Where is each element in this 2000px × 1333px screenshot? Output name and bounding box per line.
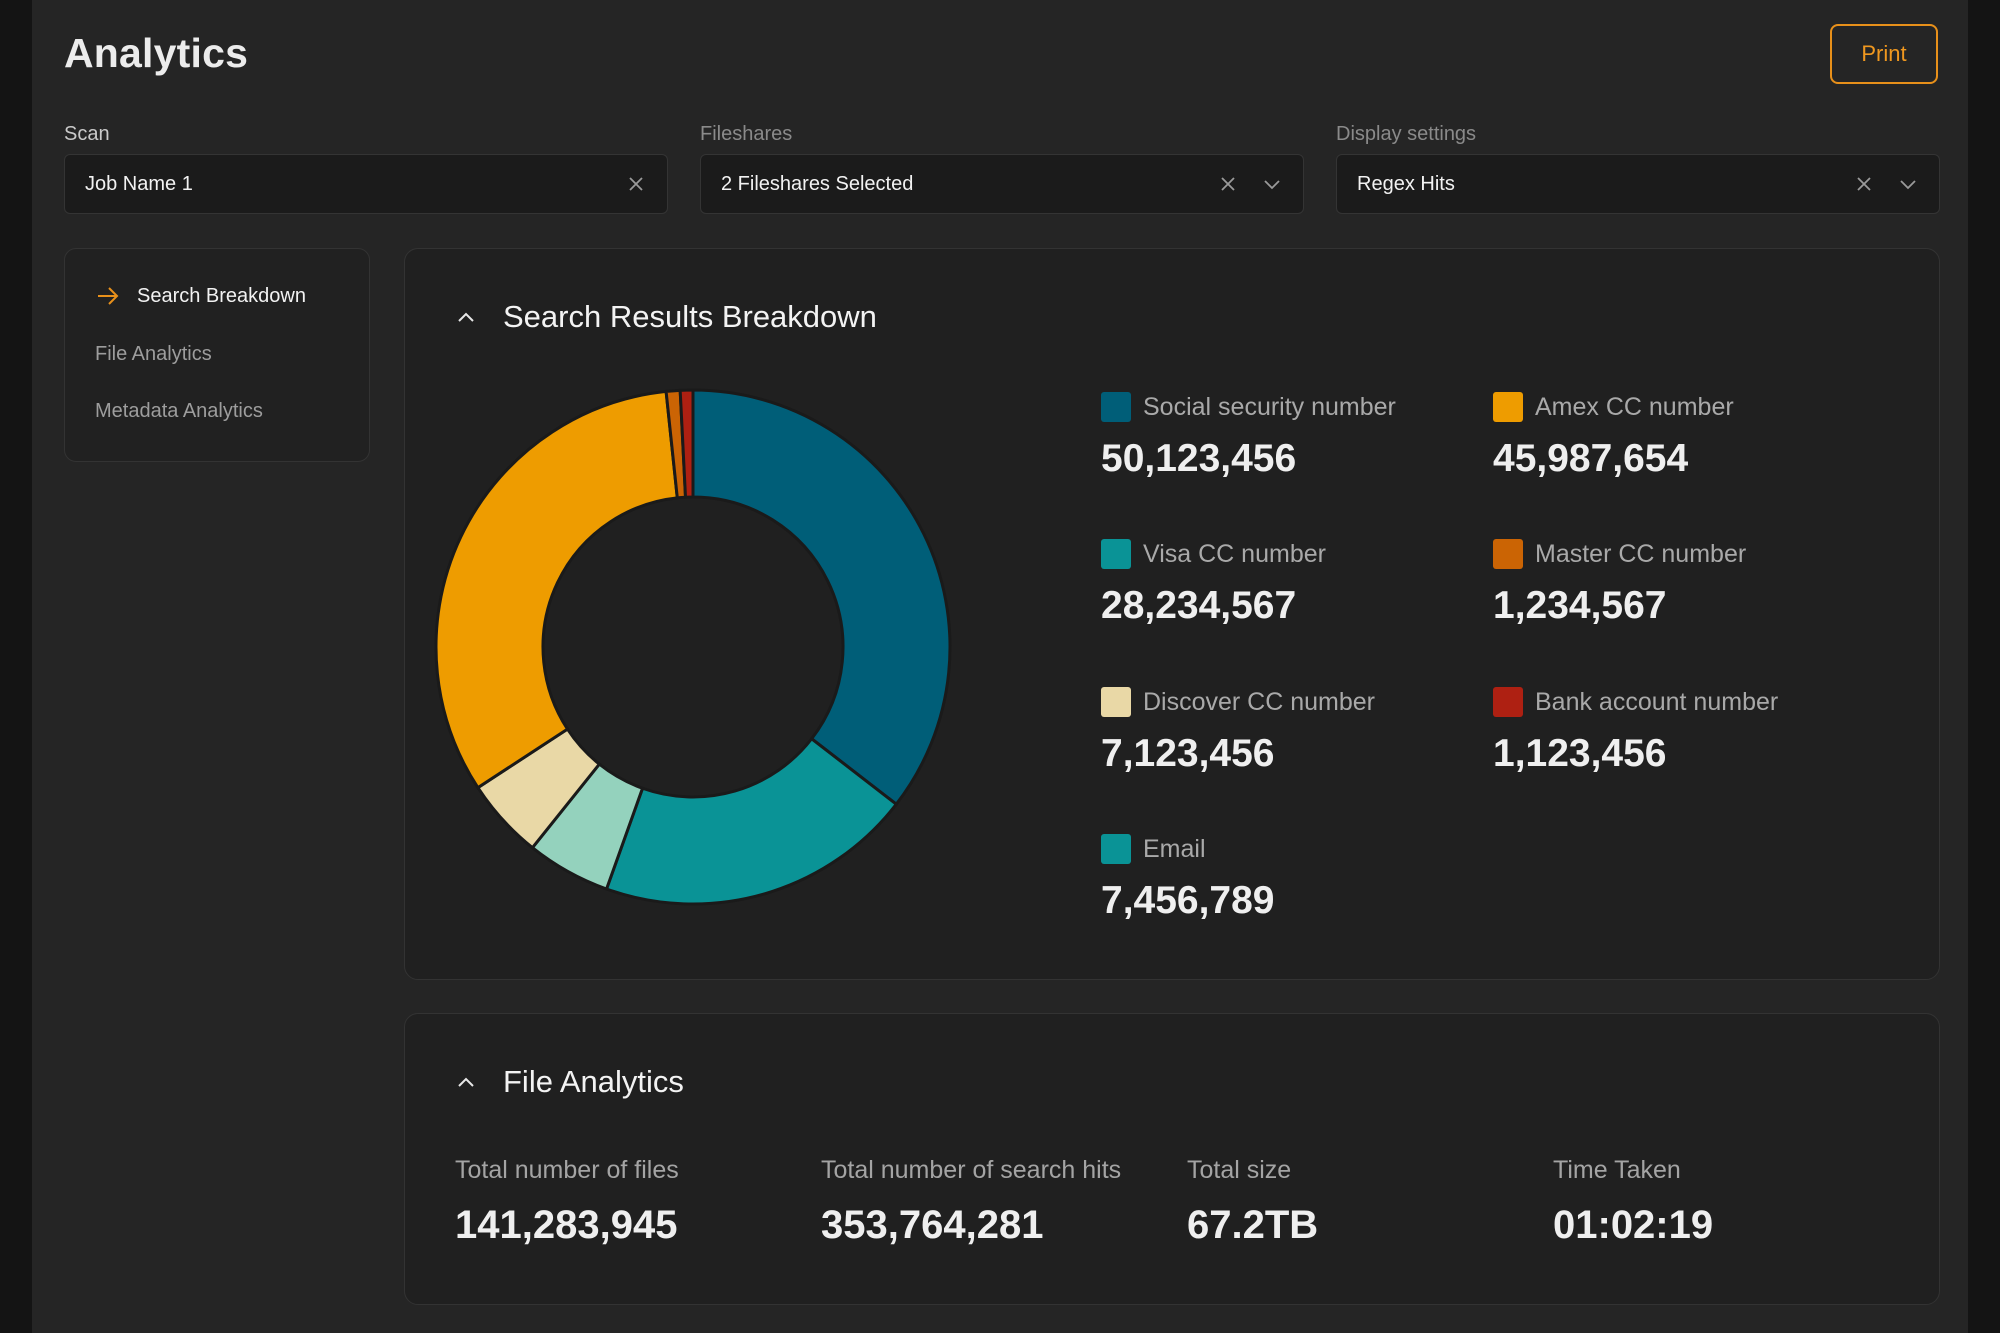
donut-slice-social-security-number[interactable] <box>691 388 952 807</box>
legend-swatch <box>1493 392 1523 422</box>
stat-total-size: Total size 67.2TB <box>1187 1156 1318 1248</box>
legend-label: Amex CC number <box>1535 392 1734 421</box>
section-nav: Search Breakdown File Analytics Metadata… <box>64 248 370 462</box>
scan-label: Scan <box>64 123 110 145</box>
legend-value: 1,234,567 <box>1493 584 1667 627</box>
stat-label: Time Taken <box>1553 1156 1681 1184</box>
legend-swatch <box>1101 834 1131 864</box>
legend-swatch <box>1101 539 1131 569</box>
fileshares-label: Fileshares <box>700 123 793 145</box>
page-title: Analytics <box>64 30 249 76</box>
legend-label: Bank account number <box>1535 687 1779 716</box>
chevron-down-icon[interactable] <box>1261 173 1283 195</box>
nav-item-label: Search Breakdown <box>137 285 306 307</box>
stat-label: Total number of search hits <box>821 1156 1122 1184</box>
app-window: Analytics Print Scan Job Name 1 Fileshar… <box>32 0 1968 1333</box>
legend-swatch <box>1493 687 1523 717</box>
legend-item: Discover CC number 7,123,456 <box>1101 686 1481 776</box>
legend-label: Discover CC number <box>1143 687 1376 716</box>
legend-value: 7,123,456 <box>1101 732 1275 775</box>
search-breakdown-header[interactable]: Search Results Breakdown <box>455 299 877 335</box>
stat-label: Total number of files <box>455 1156 679 1184</box>
legend-value: 1,123,456 <box>1493 732 1667 775</box>
clear-icon[interactable] <box>1853 173 1875 195</box>
chevron-down-icon[interactable] <box>1897 173 1919 195</box>
display-settings-value: Regex Hits <box>1357 172 1455 195</box>
legend-value: 45,987,654 <box>1493 437 1689 480</box>
legend-label: Master CC number <box>1535 539 1747 568</box>
fileshares-filter: Fileshares 2 Fileshares Selected <box>700 120 1304 214</box>
stat-label: Total size <box>1187 1156 1292 1184</box>
chevron-up-icon[interactable] <box>455 306 477 328</box>
legend-value: 28,234,567 <box>1101 584 1297 627</box>
legend-label: Email <box>1143 834 1206 863</box>
legend-swatch <box>1101 687 1131 717</box>
search-breakdown-card: Search Results Breakdown Social security… <box>404 248 1940 980</box>
stat-total-files: Total number of files 141,283,945 <box>455 1156 679 1248</box>
fileshares-select[interactable]: 2 Fileshares Selected <box>700 154 1304 214</box>
stat-value: 67.2TB <box>1187 1203 1319 1247</box>
arrow-right-icon <box>98 287 119 305</box>
nav-item-label: Metadata Analytics <box>95 400 263 422</box>
legend-value: 50,123,456 <box>1101 437 1297 480</box>
clear-icon[interactable] <box>625 173 647 195</box>
scan-filter: Scan Job Name 1 <box>64 120 668 214</box>
legend-swatch <box>1493 539 1523 569</box>
legend-item: Bank account number 1,123,456 <box>1493 686 1873 776</box>
file-analytics-card: File Analytics Total number of files 141… <box>404 1013 1940 1305</box>
nav-item-label: File Analytics <box>95 343 212 365</box>
legend-item: Amex CC number 45,987,654 <box>1493 391 1873 481</box>
stat-time-taken: Time Taken 01:02:19 <box>1553 1156 1713 1248</box>
legend-label: Visa CC number <box>1143 539 1326 568</box>
print-button[interactable]: Print <box>1830 24 1938 84</box>
fileshares-value: 2 Fileshares Selected <box>721 172 914 195</box>
stat-total-hits: Total number of search hits 353,764,281 <box>821 1156 1121 1248</box>
card-title: Search Results Breakdown <box>503 299 877 334</box>
donut-chart <box>434 388 952 906</box>
scan-value: Job Name 1 <box>85 172 193 195</box>
legend-value: 7,456,789 <box>1101 879 1275 922</box>
file-analytics-header[interactable]: File Analytics <box>455 1064 684 1100</box>
donut-slice-bank-account-number[interactable] <box>678 388 695 499</box>
legend-item: Visa CC number 28,234,567 <box>1101 538 1481 628</box>
stat-value: 01:02:19 <box>1553 1203 1714 1247</box>
display-settings-select[interactable]: Regex Hits <box>1336 154 1940 214</box>
stat-value: 353,764,281 <box>821 1203 1044 1247</box>
scan-select[interactable]: Job Name 1 <box>64 154 668 214</box>
nav-item-search-breakdown[interactable]: Search Breakdown <box>95 281 306 311</box>
clear-icon[interactable] <box>1217 173 1239 195</box>
nav-item-file-analytics[interactable]: File Analytics <box>95 339 212 369</box>
donut-slice-visa-cc-number[interactable] <box>604 736 899 906</box>
legend-item: Email 7,456,789 <box>1101 833 1481 923</box>
nav-item-metadata-analytics[interactable]: Metadata Analytics <box>95 396 263 426</box>
card-title: File Analytics <box>503 1064 684 1099</box>
legend-item: Master CC number 1,234,567 <box>1493 538 1873 628</box>
legend-item: Social security number 50,123,456 <box>1101 391 1481 481</box>
legend-swatch <box>1101 392 1131 422</box>
display-settings-label: Display settings <box>1336 123 1477 145</box>
donut-slice-amex-cc-number[interactable] <box>434 389 679 790</box>
legend-label: Social security number <box>1143 392 1396 421</box>
display-settings-filter: Display settings Regex Hits <box>1336 120 1940 214</box>
chevron-up-icon[interactable] <box>455 1071 477 1093</box>
stat-value: 141,283,945 <box>455 1203 678 1247</box>
